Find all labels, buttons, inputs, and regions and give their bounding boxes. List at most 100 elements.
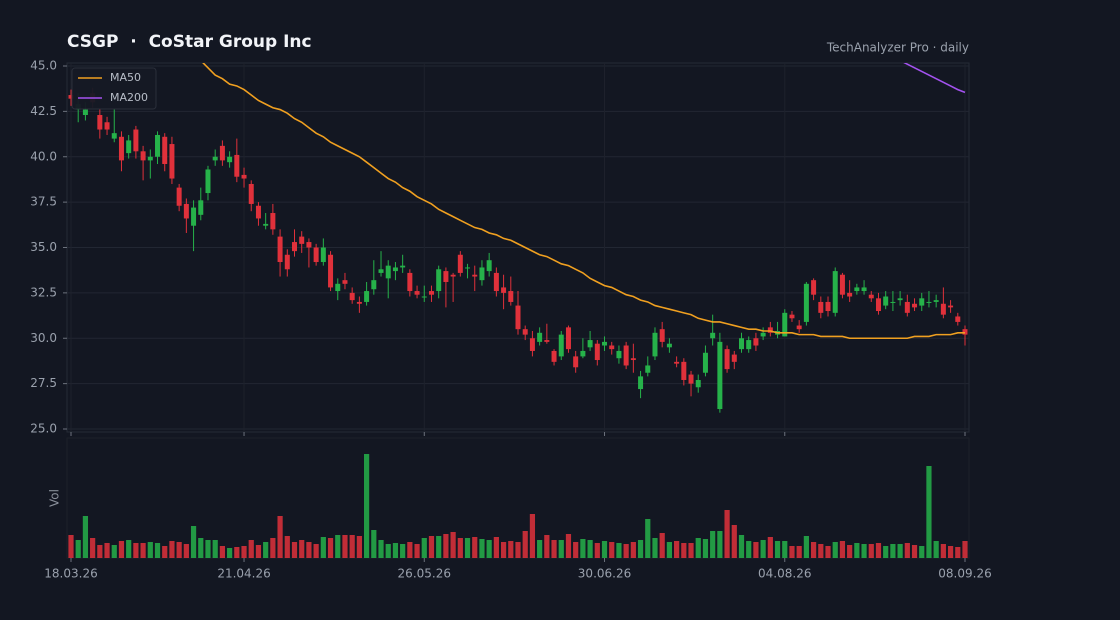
volume-bar	[688, 543, 694, 558]
candle-body	[652, 332, 658, 357]
candle-body	[234, 154, 240, 177]
volume-bar	[796, 546, 802, 558]
x-tick-label: 18.03.26	[44, 567, 97, 581]
volume-bar	[847, 545, 853, 558]
candle-body	[767, 327, 773, 333]
volume-bar	[407, 542, 413, 558]
candle-body	[436, 269, 442, 292]
candle-body	[962, 329, 968, 335]
volume-bar	[169, 541, 175, 558]
volume-bar	[392, 543, 399, 558]
volume-bar	[955, 547, 961, 558]
candle-body	[839, 274, 845, 295]
y-tick-label: 42.5	[30, 104, 57, 118]
volume-bar	[652, 538, 658, 558]
candle-body	[118, 136, 124, 161]
candle-body	[371, 280, 377, 290]
candle-body	[364, 291, 370, 302]
volume-bar	[962, 541, 968, 558]
volume-bar	[385, 544, 391, 558]
volume-bar	[594, 543, 600, 558]
candle-body	[104, 122, 110, 130]
volume-bar	[702, 539, 709, 558]
candle-body	[191, 207, 197, 226]
candle-body	[623, 345, 629, 366]
volume-marks	[68, 454, 968, 558]
volume-bar	[248, 540, 254, 558]
candle-body	[782, 312, 788, 337]
volume-label: Vol	[48, 489, 62, 507]
candle-body	[176, 187, 182, 206]
volume-bar	[573, 542, 579, 558]
volume-bar	[371, 530, 377, 558]
volume-bar	[825, 546, 831, 558]
candle-body	[270, 213, 276, 230]
candle-body	[241, 174, 247, 179]
volume-bar	[443, 534, 449, 558]
volume-bar	[537, 540, 543, 558]
volume-bar	[219, 546, 226, 558]
volume-bar	[450, 532, 456, 558]
candle-body	[421, 296, 427, 298]
candle-body	[638, 376, 644, 390]
volume-bar	[782, 541, 788, 558]
x-tick-label: 26.05.26	[398, 567, 451, 581]
volume-bar	[111, 545, 117, 558]
candle-body	[320, 247, 326, 263]
volume-bar	[133, 543, 139, 558]
x-tick-label: 04.08.26	[758, 567, 811, 581]
legend-label: MA50	[110, 71, 141, 84]
candle-body	[212, 156, 218, 161]
candle-body	[558, 334, 564, 357]
candle-body	[695, 379, 701, 388]
candle-body	[681, 361, 687, 380]
candle-body	[292, 242, 297, 252]
volume-bar	[609, 542, 615, 558]
volume-bar	[234, 547, 240, 558]
volume-bar	[919, 546, 925, 558]
candle-body	[825, 301, 831, 312]
candle-body	[940, 303, 946, 315]
volume-bar	[414, 544, 420, 558]
y-tick-label: 30.0	[30, 331, 57, 345]
volume-bar	[659, 533, 665, 558]
candle-body	[515, 305, 521, 330]
candle-body	[659, 329, 665, 342]
chart-title: CSGP · CoStar Group Inc	[67, 32, 312, 52]
volume-bar	[306, 542, 312, 558]
candle-body	[356, 301, 362, 304]
volume-bar	[255, 545, 262, 558]
volume-bar	[118, 541, 125, 558]
volume-bar	[565, 534, 572, 558]
grid	[67, 63, 969, 432]
volume-bar	[666, 542, 673, 558]
candle-body	[645, 365, 651, 373]
volume-bar	[464, 538, 471, 558]
candle-body	[818, 301, 824, 313]
candle-body	[392, 267, 398, 272]
candle-body	[472, 274, 478, 277]
x-tick-label: 08.09.26	[938, 567, 991, 581]
y-tick-label: 45.0	[30, 59, 57, 73]
candle-body	[299, 236, 305, 244]
volume-bar	[926, 466, 932, 558]
volume-bar	[356, 536, 362, 558]
volume-bar	[637, 540, 644, 558]
candle-body	[457, 254, 463, 273]
volume-bar	[90, 538, 96, 558]
candle-body	[630, 358, 636, 361]
candle-body	[666, 343, 672, 348]
volume-bar	[342, 535, 348, 558]
volume-bar	[544, 535, 550, 558]
candle-body	[551, 350, 557, 362]
candle-body	[811, 280, 817, 295]
volume-bar	[82, 516, 89, 558]
candle-body	[126, 140, 132, 154]
volume-bar	[630, 542, 636, 558]
candle-body	[789, 314, 795, 319]
candle-body	[573, 356, 579, 368]
volume-bar	[349, 535, 355, 558]
candle-body	[140, 151, 146, 161]
volume-bar	[486, 540, 492, 558]
